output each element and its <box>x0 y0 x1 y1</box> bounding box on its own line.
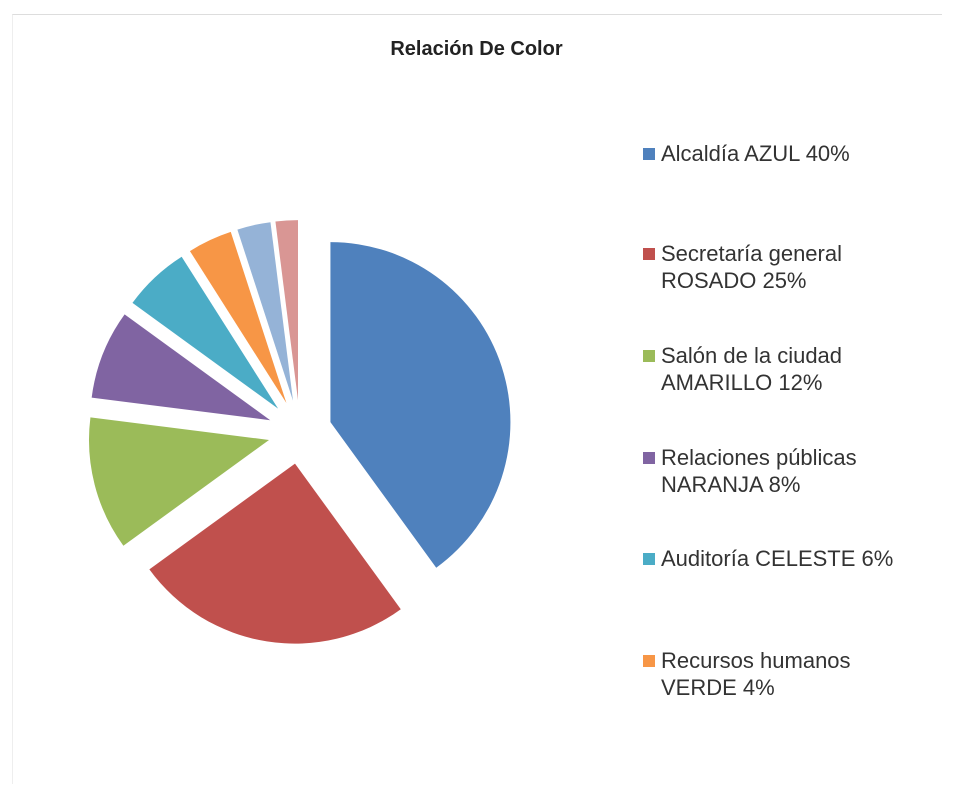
legend-item: Salón de la ciudad AMARILLO 12% <box>643 342 943 396</box>
legend-item: Alcaldía AZUL 40% <box>643 140 943 167</box>
legend-item: Relaciones públicas NARANJA 8% <box>643 444 943 498</box>
chart-frame <box>12 14 942 784</box>
legend-swatch <box>643 452 655 464</box>
pie-slice <box>149 463 401 644</box>
pie-slice <box>275 220 298 401</box>
legend-label: Salón de la ciudad AMARILLO 12% <box>661 343 843 395</box>
legend-label: Recursos humanos VERDE 4% <box>661 648 851 700</box>
legend-label: Auditoría CELESTE 6% <box>661 546 894 571</box>
legend-label: Relaciones públicas NARANJA 8% <box>661 445 857 497</box>
pie-slice <box>237 222 294 401</box>
legend-swatch <box>643 350 655 362</box>
pie-slice <box>132 256 279 409</box>
legend-swatch <box>643 148 655 160</box>
legend-item: Auditoría CELESTE 6% <box>643 545 943 572</box>
legend-label: Alcaldía AZUL 40% <box>661 141 850 166</box>
legend-swatch <box>643 248 655 260</box>
legend-swatch <box>643 655 655 667</box>
legend-item: Recursos humanos VERDE 4% <box>643 647 943 701</box>
legend-item: Secretaría general ROSADO 25% <box>643 240 943 294</box>
pie-slice <box>189 231 287 404</box>
pie-slice <box>330 242 511 568</box>
chart-title: Relación De Color <box>390 38 563 60</box>
pie-slice <box>91 314 271 421</box>
pie-slice <box>89 417 270 546</box>
legend-label: Secretaría general ROSADO 25% <box>661 241 842 293</box>
legend-swatch <box>643 553 655 565</box>
